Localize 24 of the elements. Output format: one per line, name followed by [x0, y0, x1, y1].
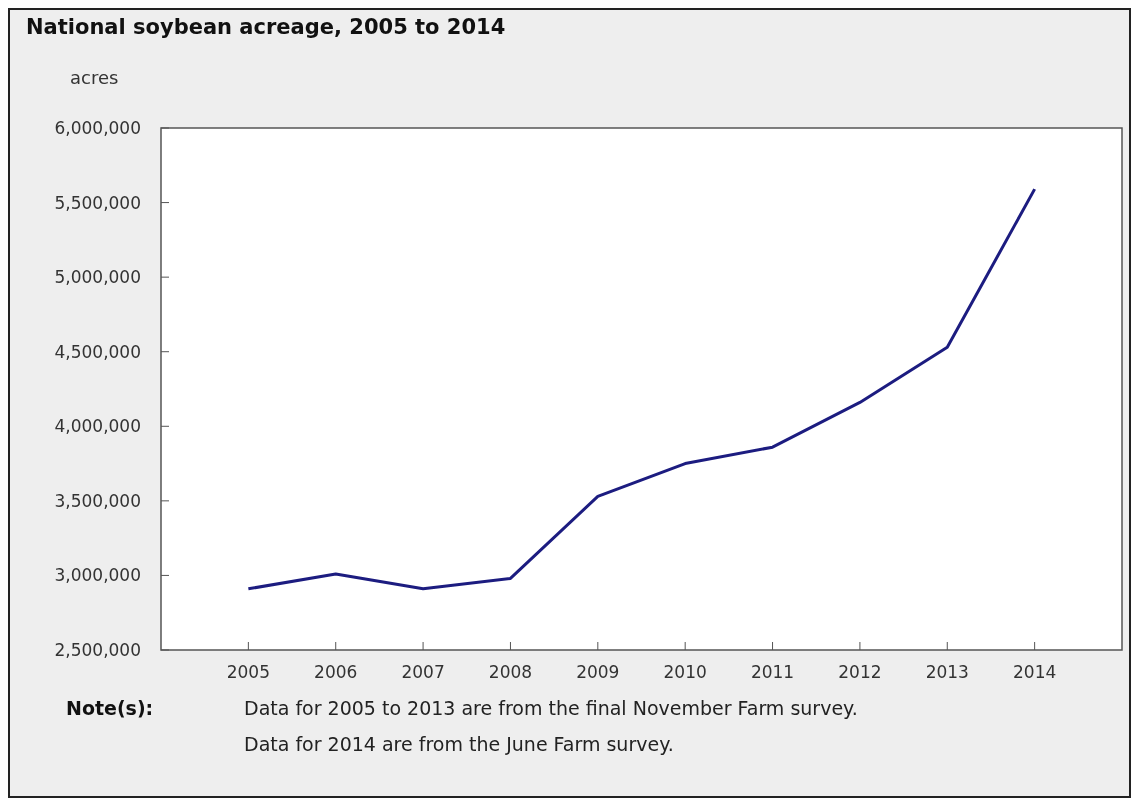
y-axis-title: acres — [70, 67, 119, 88]
y-tick-label: 3,500,000 — [54, 490, 141, 511]
text: Data for 2014 are from the June Farm survey. — [244, 733, 674, 755]
line-series — [246, 187, 1037, 591]
x-tick-label: 2010 — [663, 662, 707, 682]
text: Data for 2005 to 2013 are from the final November Farm survey. — [244, 697, 858, 719]
y-tick-label: 5,500,000 — [54, 192, 141, 213]
text: Note(s): — [66, 697, 154, 719]
x-tick-label: 2011 — [750, 662, 795, 682]
x-tick-label: 2009 — [576, 662, 620, 682]
y-tick-label: 2,500,000 — [54, 639, 141, 660]
x-tick-label: 2006 — [314, 662, 358, 682]
x-tick-label: 2012 — [838, 662, 882, 682]
y-tick-label: 4,000,000 — [54, 416, 141, 437]
chart-title: National soybean acreage, 2005 to 2014 — [26, 15, 506, 39]
y-tick-label: 5,000,000 — [54, 267, 141, 288]
x-tick-label: 2008 — [488, 662, 533, 682]
x-tick-label: 2014 — [1013, 662, 1057, 682]
y-tick-label: 3,000,000 — [54, 565, 141, 586]
x-tick-label: 2005 — [226, 662, 270, 682]
y-tick-label: 6,000,000 — [54, 117, 141, 138]
x-tick-label: 2013 — [925, 662, 969, 682]
y-tick-label: 4,500,000 — [54, 341, 141, 362]
x-tick-label: 2007 — [401, 662, 445, 682]
